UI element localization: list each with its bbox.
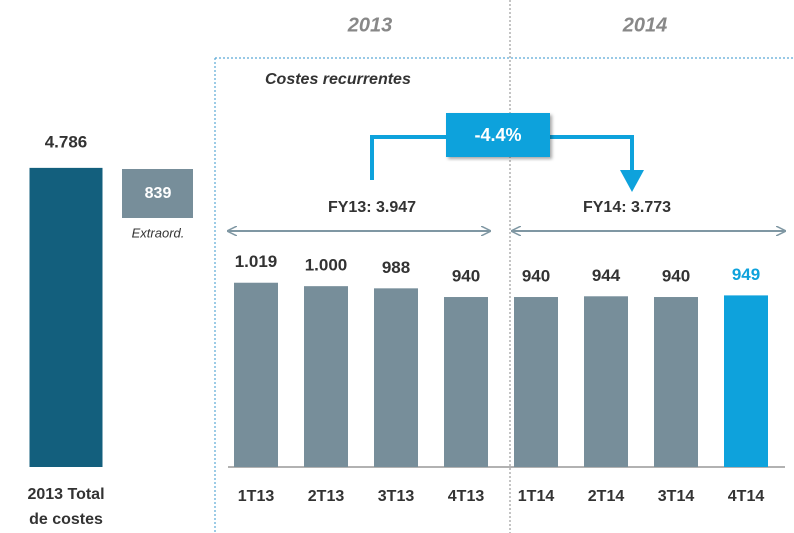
bar	[444, 297, 488, 467]
value-label: 940	[452, 267, 480, 286]
bar	[374, 288, 418, 467]
year-label: 2013	[347, 14, 393, 36]
x-tick-label: 1T13	[238, 488, 275, 505]
bar	[514, 297, 558, 467]
value-label: 1.019	[235, 252, 278, 271]
change-arrowhead	[620, 170, 644, 192]
bar	[304, 286, 348, 467]
bar	[724, 295, 768, 467]
value-label: 940	[522, 267, 550, 286]
x-tick-label: 4T14	[728, 488, 765, 505]
annotation: FY13: 3.947	[328, 199, 416, 216]
extraordinary-box	[122, 169, 193, 218]
extraordinary-value: 839	[145, 185, 172, 202]
bar	[29, 167, 103, 467]
year-label: 2014	[622, 14, 668, 36]
x-tick-label: 1T14	[518, 488, 555, 505]
change-box	[446, 113, 550, 157]
extraordinary-label: Extraord.	[132, 225, 185, 240]
x-tick-label: 2013 Total de costes	[27, 486, 105, 528]
change-label: -4.4%	[474, 125, 521, 145]
value-label: 4.786	[45, 132, 88, 151]
frame	[214, 57, 794, 533]
x-tick-label: 2T14	[588, 488, 625, 505]
x-tick-label: 4T13	[448, 488, 485, 505]
x-tick-label: 3T13	[378, 488, 415, 505]
value-label: 940	[662, 267, 690, 286]
bar	[584, 296, 628, 467]
x-tick-label: 3T14	[658, 488, 695, 505]
value-label: 949	[732, 265, 760, 284]
value-label: 988	[382, 258, 410, 277]
value-label: 1.000	[305, 256, 348, 275]
bar	[234, 282, 278, 467]
bar	[654, 297, 698, 467]
x-tick-label: 2T13	[308, 488, 345, 505]
value-label: 944	[592, 266, 621, 285]
chart-title: Costes recurrentes	[265, 71, 411, 88]
annotation: FY14: 3.773	[583, 199, 671, 216]
